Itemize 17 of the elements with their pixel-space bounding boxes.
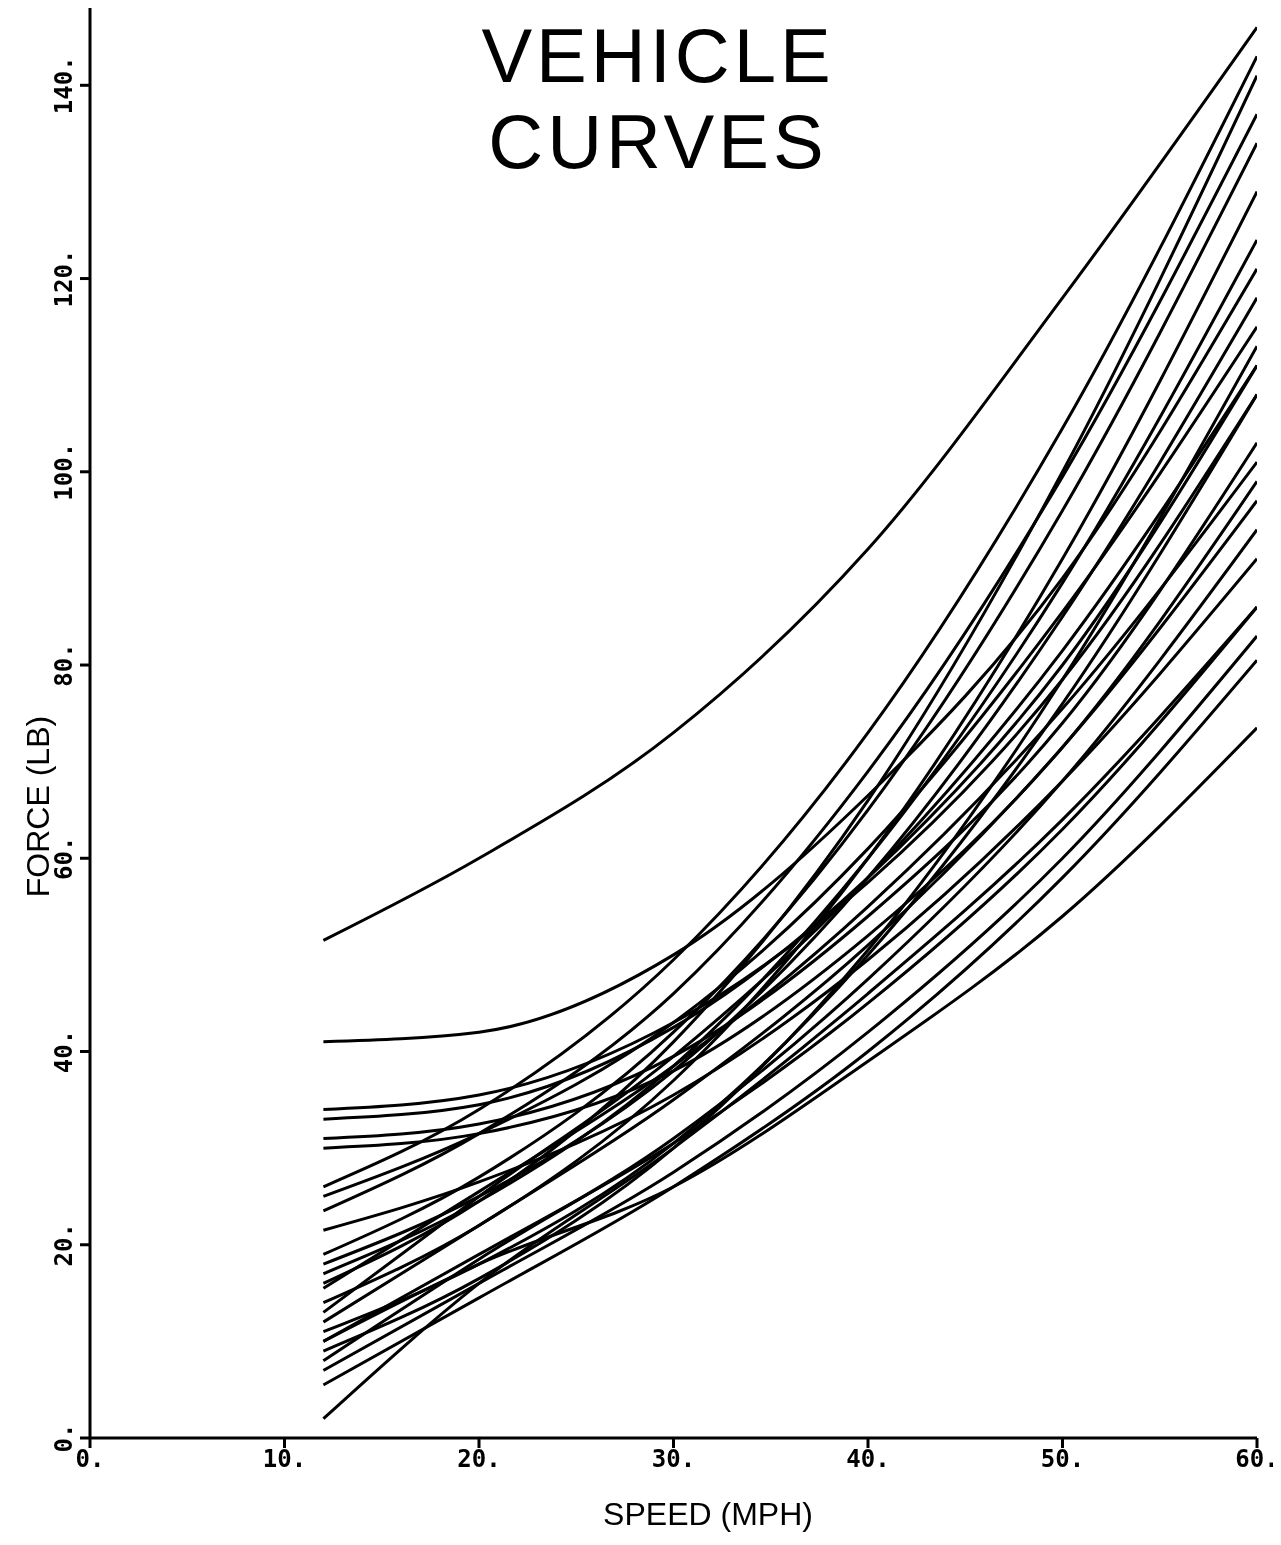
y-tick-label: 80. [50,643,78,687]
y-tick-label: 60. [50,836,78,880]
y-tick-label: 120. [50,249,78,308]
y-tick-label: 20. [50,1223,78,1267]
y-tick-label: 40. [50,1029,78,1074]
x-tick-label: 20. [457,1445,501,1474]
y-tick-label: 140. [50,56,78,115]
x-tick-label: 0. [75,1445,105,1474]
x-tick-label: 10. [262,1445,307,1474]
x-axis-title: SPEED (MPH) [602,1496,814,1533]
x-tick-label: 50. [1040,1445,1085,1474]
y-tick-label: 100. [50,442,78,501]
text: VEHICLE CURVES [480,13,836,185]
x-tick-label: 60. [1235,1445,1279,1474]
x-tick-label: 30. [651,1445,696,1474]
y-tick-label: 0. [50,1423,78,1453]
x-tick-label: 40. [846,1445,890,1474]
